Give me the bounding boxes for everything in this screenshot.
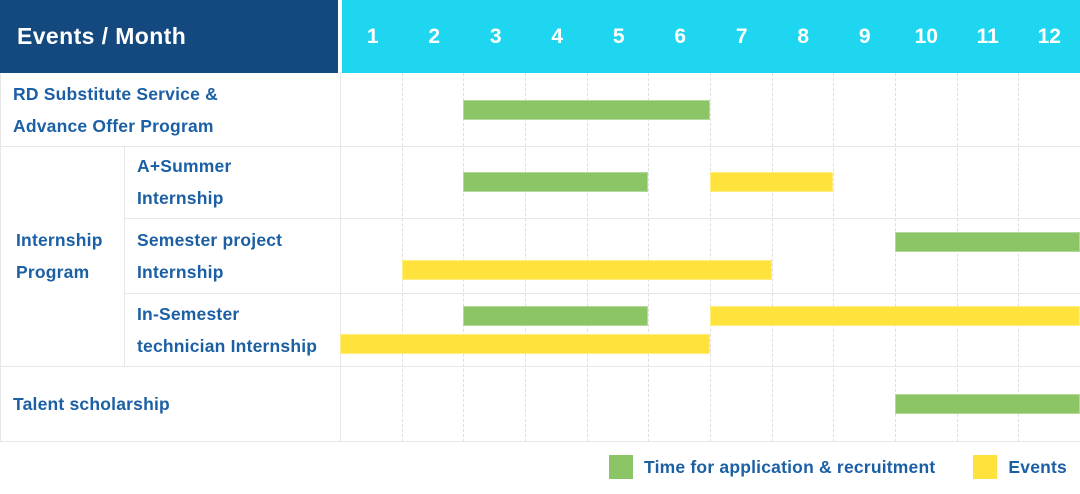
row-label-line: RD Substitute Service & [13, 83, 218, 104]
month-header-cell-11: 11 [976, 24, 999, 48]
month-grid-line [833, 73, 835, 442]
month-header-cell-7: 7 [735, 24, 748, 48]
events-month-title: Events / Month [17, 23, 187, 49]
table-corner-header: Events / Month [0, 0, 338, 73]
group-column-divider [124, 146, 125, 366]
month-grid-line [401, 73, 403, 442]
gantt-bar-event [340, 333, 710, 354]
row-label-line: A+Summer [137, 156, 232, 176]
legend-label-events: Events [1008, 456, 1067, 477]
table-left-border [0, 73, 1, 442]
label-month-divider [340, 73, 341, 442]
month-header-row: 1 2 3 4 5 6 7 8 9 10 11 12 [342, 0, 1080, 73]
row-label-line: Internship [137, 188, 224, 208]
row-label-line: In-Semester [137, 303, 240, 324]
month-grid-line [771, 73, 773, 442]
month-header-cell-2: 2 [428, 24, 441, 48]
row-label-line: Talent scholarship [13, 394, 170, 414]
month-header-cell-12: 12 [1037, 24, 1061, 48]
row-label-in-semester-technician-internship: In-Semester technician Internship [124, 293, 340, 366]
row-label-a-plus-summer-internship: A+Summer Internship [124, 146, 340, 218]
month-header-cell-3: 3 [489, 24, 502, 48]
row-label-talent-scholarship: Talent scholarship [0, 366, 340, 442]
row-separator-line [0, 366, 1080, 367]
month-grid-line [895, 73, 896, 442]
table-bottom-border [0, 441, 1080, 442]
group-label-line: Program [16, 262, 90, 282]
legend-label-recruitment: Time for application & recruitment [644, 456, 936, 477]
month-grid-line [956, 73, 958, 442]
month-header-cell-8: 8 [797, 24, 810, 48]
month-grid-line [525, 73, 526, 442]
legend-item-events: Events [973, 455, 1067, 479]
month-header-cell-5: 5 [612, 24, 625, 48]
row-separator-line [0, 146, 1080, 147]
gantt-bar-recruitment [463, 99, 710, 120]
month-header-cell-6: 6 [674, 24, 687, 48]
gantt-bar-event [401, 259, 772, 280]
month-header-cell-4: 4 [551, 24, 564, 48]
group-label-line: Internship [16, 230, 103, 250]
row-label-line: Internship [137, 261, 224, 282]
legend: Time for application & recruitment Event… [609, 453, 1067, 481]
month-header-cell-10: 10 [914, 24, 938, 48]
row-separator-line [124, 218, 1080, 219]
row-label-rd-substitute-service: RD Substitute Service & Advance Offer Pro… [0, 73, 340, 146]
group-label-internship-program: Internship Program [0, 146, 124, 366]
gantt-bar-recruitment [463, 172, 649, 192]
month-header-cell-9: 9 [858, 24, 871, 48]
gantt-bar-recruitment [895, 394, 1080, 414]
row-label-line: Advance Offer Program [13, 115, 214, 136]
gantt-bar-event [710, 305, 1080, 326]
gantt-bar-recruitment [463, 305, 649, 326]
event-color-swatch-icon [973, 455, 998, 479]
row-label-line: technician Internship [137, 335, 318, 356]
month-grid-line [710, 73, 711, 442]
row-label-line: Semester project [137, 229, 283, 250]
month-grid-line [648, 73, 650, 442]
recruitment-color-swatch-icon [609, 455, 634, 479]
gantt-bar-event [710, 172, 834, 192]
month-grid-line [586, 73, 588, 442]
month-grid-line [463, 73, 465, 442]
row-separator-line [124, 293, 1080, 294]
gantt-bar-recruitment [895, 231, 1080, 252]
month-grid-line [1018, 73, 1020, 442]
legend-item-recruitment: Time for application & recruitment [609, 455, 935, 479]
month-header-cell-1: 1 [366, 24, 379, 48]
row-label-semester-project-internship: Semester project Internship [124, 218, 340, 293]
schedule-table: Events / Month 1 2 3 4 5 6 7 8 9 10 11 12 Internshi… [0, 0, 1080, 442]
